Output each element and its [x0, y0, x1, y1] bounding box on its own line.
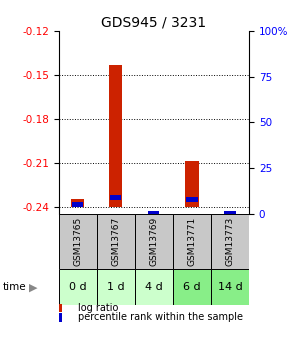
Text: 6 d: 6 d: [183, 282, 201, 292]
Bar: [59, 269, 97, 305]
Text: 0 d: 0 d: [69, 282, 86, 292]
Text: GSM13769: GSM13769: [149, 217, 158, 266]
Text: GSM13767: GSM13767: [111, 217, 120, 266]
Bar: [97, 214, 135, 269]
Bar: [224, 211, 236, 216]
Text: percentile rank within the sample: percentile rank within the sample: [78, 313, 243, 322]
Bar: [173, 269, 211, 305]
Text: GSM13771: GSM13771: [188, 217, 196, 266]
Text: GSM13773: GSM13773: [226, 217, 234, 266]
Bar: [110, 195, 121, 200]
Bar: [211, 269, 249, 305]
Bar: [186, 197, 197, 202]
Text: 14 d: 14 d: [218, 282, 242, 292]
Text: GSM13765: GSM13765: [73, 217, 82, 266]
Bar: [109, 65, 122, 207]
Bar: [71, 199, 84, 207]
Text: time: time: [3, 282, 27, 292]
Bar: [173, 214, 211, 269]
Bar: [148, 211, 159, 216]
Bar: [185, 161, 199, 207]
Bar: [97, 269, 135, 305]
Text: log ratio: log ratio: [78, 303, 118, 313]
Text: 4 d: 4 d: [145, 282, 163, 292]
Bar: [72, 202, 83, 207]
Text: ▶: ▶: [29, 282, 38, 292]
Text: 1 d: 1 d: [107, 282, 125, 292]
Bar: [135, 269, 173, 305]
Bar: [59, 214, 97, 269]
Bar: [211, 214, 249, 269]
Title: GDS945 / 3231: GDS945 / 3231: [101, 16, 206, 30]
Bar: [135, 214, 173, 269]
